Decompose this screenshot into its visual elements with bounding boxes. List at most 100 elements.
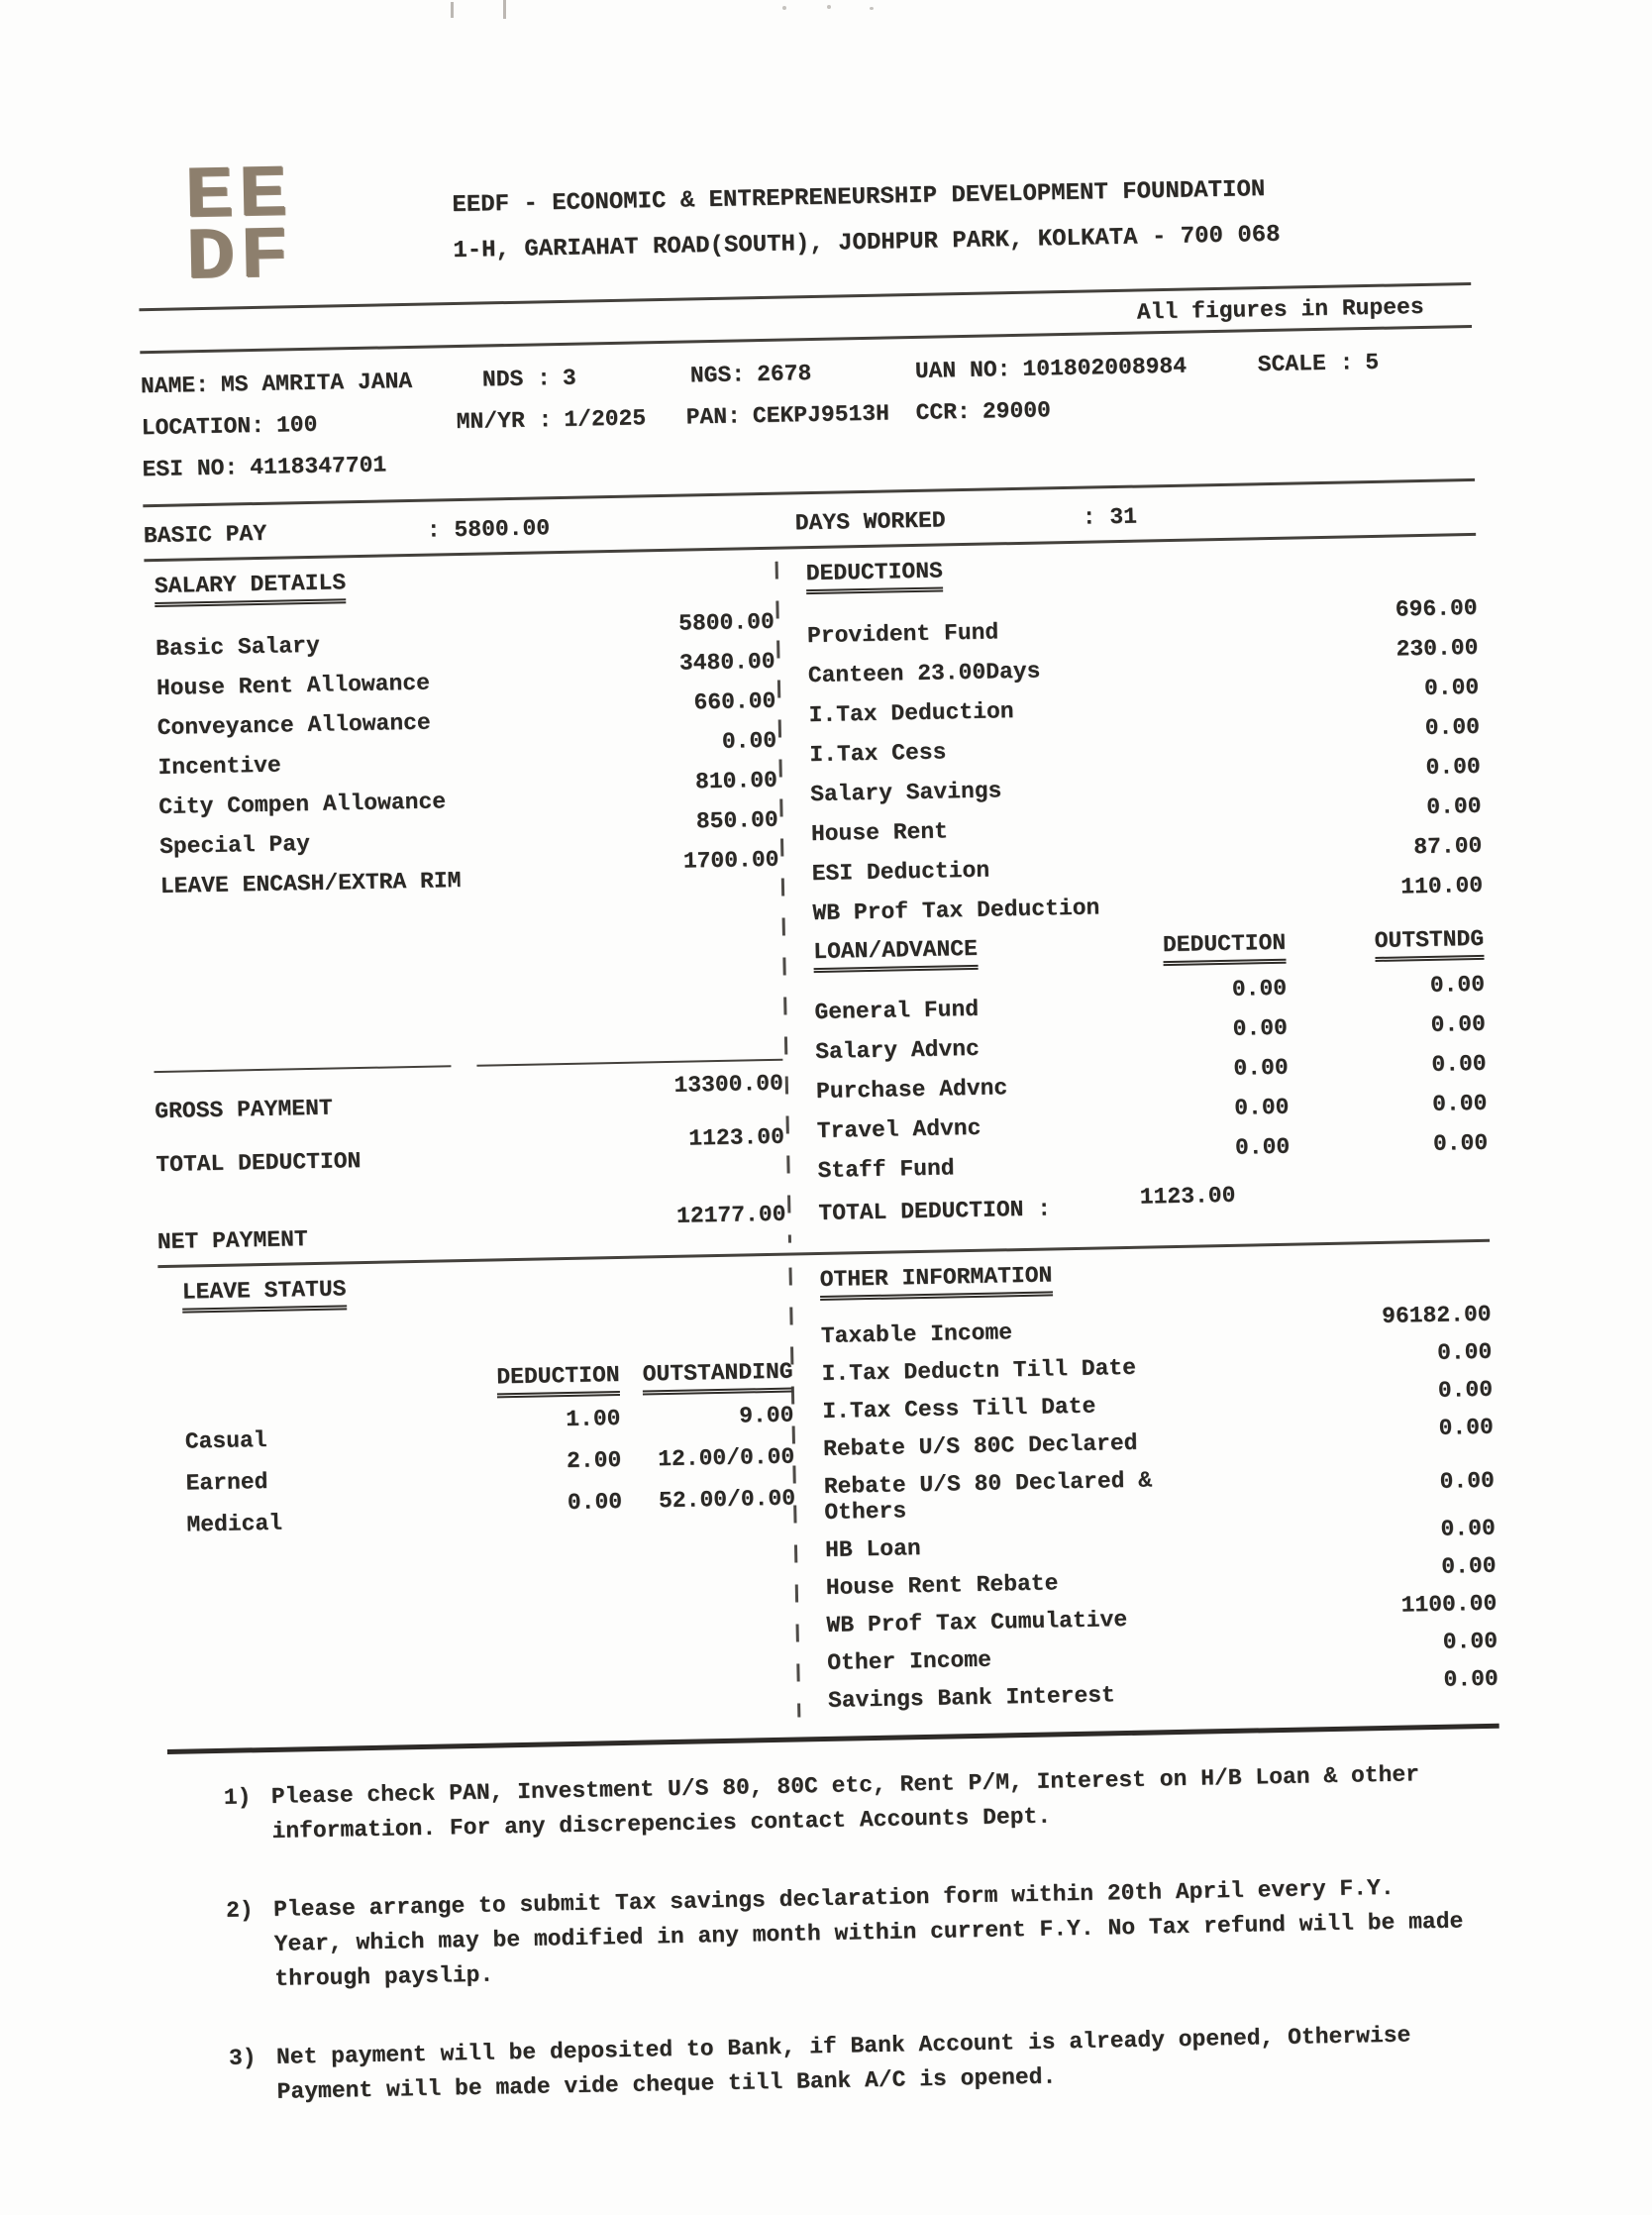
deduction-item-label: ESI Deduction xyxy=(811,857,990,888)
leave-outstanding-column-header: OUTSTANDING xyxy=(619,1358,793,1406)
note-text: Net payment will be deposited to Bank, i… xyxy=(275,2022,1411,2105)
mnyr-field: MN/YR : 1/2025 xyxy=(456,405,646,435)
leave-deduction-column-header: DEDUCTION xyxy=(441,1361,620,1410)
loan-deduction-header-text: DEDUCTION xyxy=(1162,929,1287,967)
loan-item-outstanding: 0.00 xyxy=(1432,1129,1489,1157)
ccr-field: CCR: 29000 xyxy=(915,397,1051,426)
total-deduction-value: 1123.00 xyxy=(688,1123,785,1152)
note-3: 3) Net payment will be deposited to Bank… xyxy=(229,2017,1480,2111)
other-information-heading: OTHER INFORMATION xyxy=(819,1254,1491,1302)
loan-item-outstanding: 0.00 xyxy=(1430,1010,1487,1038)
other-info-value: 1100.00 xyxy=(1400,1590,1497,1619)
payslip-document: EE DF EEDF - ECONOMIC & ENTREPRENEURSHIP… xyxy=(136,132,1505,2112)
note-2: 2) Please arrange to submit Tax savings … xyxy=(226,1869,1478,1998)
leave-item-deduction: 2.00 xyxy=(566,1446,622,1475)
scale-field: SCALE : 5 xyxy=(1258,350,1380,377)
ngs-value: 2678 xyxy=(756,361,812,388)
salary-item-label: Incentive xyxy=(157,752,281,781)
loan-outstanding-header-text: OUTSTNDG xyxy=(1374,925,1485,962)
loan-item-outstanding: 0.00 xyxy=(1431,1090,1488,1117)
ccr-label: CCR: xyxy=(915,398,972,426)
ngs-field: NGS: 2678 xyxy=(690,361,812,388)
salary-deductions-section: SALARY DETAILS Basic Salary 5800.00 House… xyxy=(145,548,1490,1255)
logo-row-bottom: DF xyxy=(184,215,294,301)
deduction-item-label: Salary Savings xyxy=(809,778,1002,808)
salary-item-amount: 0.00 xyxy=(721,727,777,755)
mnyr-label: MN/YR : xyxy=(456,407,553,436)
other-info-value: 96182.00 xyxy=(1381,1301,1492,1329)
salary-item-amount: 660.00 xyxy=(693,687,776,716)
ngs-label: NGS: xyxy=(689,362,746,389)
loan-advance-title: LOAN/ADVANCE xyxy=(813,933,1138,985)
uan-field: UAN NO: 101802008984 xyxy=(915,354,1187,384)
pan-label: PAN: xyxy=(685,403,742,431)
deductions-heading: DEDUCTIONS xyxy=(805,548,1478,595)
leave-item-label: Earned xyxy=(185,1468,268,1497)
net-payment-label: NET PAYMENT xyxy=(156,1226,308,1256)
loan-item-label: Staff Fund xyxy=(817,1155,955,1185)
deduction-item-amount: 696.00 xyxy=(1394,594,1478,623)
leave-status-panel: LEAVE STATUS DEDUCTION OUTSTANDING Casua… xyxy=(158,1268,796,1730)
loan-item-deduction: 0.00 xyxy=(1234,1133,1291,1161)
esi-label: ESI NO: xyxy=(142,455,239,483)
scan-artifact-tick xyxy=(451,2,454,18)
salary-item-amount: 850.00 xyxy=(695,806,778,835)
salary-item-amount: 3480.00 xyxy=(678,648,775,677)
scan-artifact-dot xyxy=(782,6,786,10)
deductions-total-row: TOTAL DEDUCTION : 1123.00 xyxy=(818,1178,1490,1232)
salary-item-label: Conveyance Allowance xyxy=(156,709,431,741)
deduction-item-label: WB Prof Tax Deduction xyxy=(812,895,1100,927)
scale-value: 5 xyxy=(1365,349,1380,376)
uan-value: 101802008984 xyxy=(1022,353,1187,382)
other-info-value: 0.00 xyxy=(1442,1628,1498,1655)
note-number: 3) xyxy=(228,2045,257,2071)
note-number: 1) xyxy=(223,1784,252,1811)
loan-item-deduction: 0.00 xyxy=(1232,1014,1289,1042)
pan-field: PAN: CEKPJ9513H xyxy=(685,400,889,430)
note-number: 2) xyxy=(225,1897,254,1924)
other-info-label: Rebate U/S 80 Declared & Others xyxy=(823,1467,1153,1526)
scale-label: SCALE : xyxy=(1257,350,1354,378)
other-information-panel: OTHER INFORMATION Taxable Income 96182.00… xyxy=(793,1254,1498,1718)
deduction-item-amount: 87.00 xyxy=(1413,832,1483,861)
deduction-item-amount: 230.00 xyxy=(1395,634,1479,663)
uan-label: UAN NO: xyxy=(914,357,1011,384)
other-info-label: Savings Bank Interest xyxy=(827,1682,1116,1714)
eedf-logo: EE DF xyxy=(183,154,408,301)
loan-deduction-column-header: DEDUCTION xyxy=(1137,929,1296,979)
ccr-value: 29000 xyxy=(981,397,1052,425)
other-info-value: 0.00 xyxy=(1438,1414,1495,1441)
days-worked-label: DAYS WORKED xyxy=(794,507,946,537)
salary-item-label: House Rent Allowance xyxy=(155,670,431,701)
other-information-title: OTHER INFORMATION xyxy=(819,1262,1053,1302)
other-info-value: 0.00 xyxy=(1440,1515,1497,1542)
basic-pay-label: BASIC PAY xyxy=(143,520,267,550)
other-info-value: 0.00 xyxy=(1436,1338,1493,1366)
salary-details-title: SALARY DETAILS xyxy=(154,570,347,608)
basic-pay-value: : 5800.00 xyxy=(426,515,551,544)
location-label: LOCATION: xyxy=(141,412,265,442)
leave-deduction-header-text: DEDUCTION xyxy=(496,1361,620,1399)
employee-info: NAME: MS AMRITA JANA NDS : 3 NGS: 2678 UAN … xyxy=(141,340,1475,490)
loan-item-deduction: 0.00 xyxy=(1233,1094,1290,1121)
days-worked-value: : 31 xyxy=(1082,503,1138,531)
deductions-total-value: 1123.00 xyxy=(1139,1182,1236,1211)
mnyr-value: 1/2025 xyxy=(564,405,647,433)
gross-payment-row: GROSS PAYMENT 13300.00 xyxy=(155,1071,784,1124)
loan-item-deduction: 0.00 xyxy=(1231,975,1288,1002)
leave-status-title: LEAVE STATUS xyxy=(181,1276,347,1314)
employee-name-field: NAME: MS AMRITA JANA xyxy=(141,369,413,399)
location-field: LOCATION: 100 xyxy=(142,412,318,441)
leave-item-outstanding: 12.00/0.00 xyxy=(657,1443,795,1473)
nds-field: NDS : 3 xyxy=(482,366,576,393)
loan-item-outstanding: 0.00 xyxy=(1431,1050,1487,1078)
deduction-item-amount: 0.00 xyxy=(1425,753,1482,781)
note-text: Please check PAN, Investment U/S 80, 80C… xyxy=(270,1761,1420,1845)
loan-advance-title-text: LOAN/ADVANCE xyxy=(813,935,979,974)
leave-item-deduction: 1.00 xyxy=(565,1405,621,1433)
loan-outstanding-column-header: OUTSTNDG xyxy=(1295,925,1485,976)
salary-details-heading: SALARY DETAILS xyxy=(154,562,774,608)
salary-item-label: LEAVE ENCASH/EXTRA RIM xyxy=(159,868,462,899)
leave-status-heading: LEAVE STATUS xyxy=(181,1268,788,1314)
gross-payment-value: 13300.00 xyxy=(673,1070,784,1099)
